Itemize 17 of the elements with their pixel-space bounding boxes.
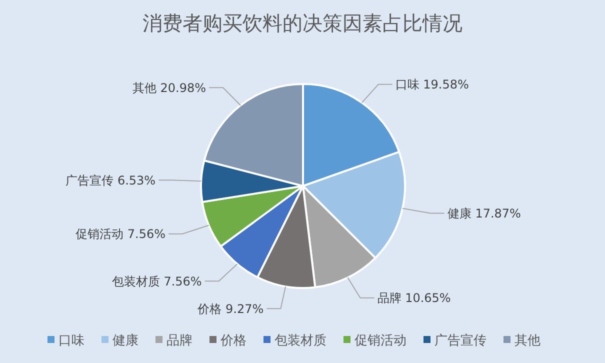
- legend-label: 其他: [514, 334, 540, 349]
- category-label: 广告宣传 6.53%: [66, 173, 156, 188]
- legend-label: 促销活动: [354, 334, 406, 349]
- legend-label: 包装材质: [274, 334, 326, 349]
- legend-label: 品牌: [166, 334, 192, 349]
- category-label: 口味 19.58%: [395, 78, 469, 92]
- legend-label: 健康: [112, 334, 138, 349]
- category-label: 品牌 10.65%: [377, 291, 451, 306]
- chart-title: 消费者购买饮料的决策因素占比情况: [142, 11, 462, 35]
- category-label: 促销活动 7.56%: [76, 227, 166, 242]
- category-label: 包装材质 7.56%: [112, 274, 202, 288]
- category-label: 健康 17.87%: [447, 206, 521, 220]
- legend-label: 口味: [58, 334, 84, 349]
- legend-label: 广告宣传: [434, 332, 486, 349]
- legend-label: 价格: [220, 334, 246, 349]
- category-label: 其他 20.98%: [132, 80, 206, 95]
- category-label: 价格 9.27%: [198, 302, 264, 316]
